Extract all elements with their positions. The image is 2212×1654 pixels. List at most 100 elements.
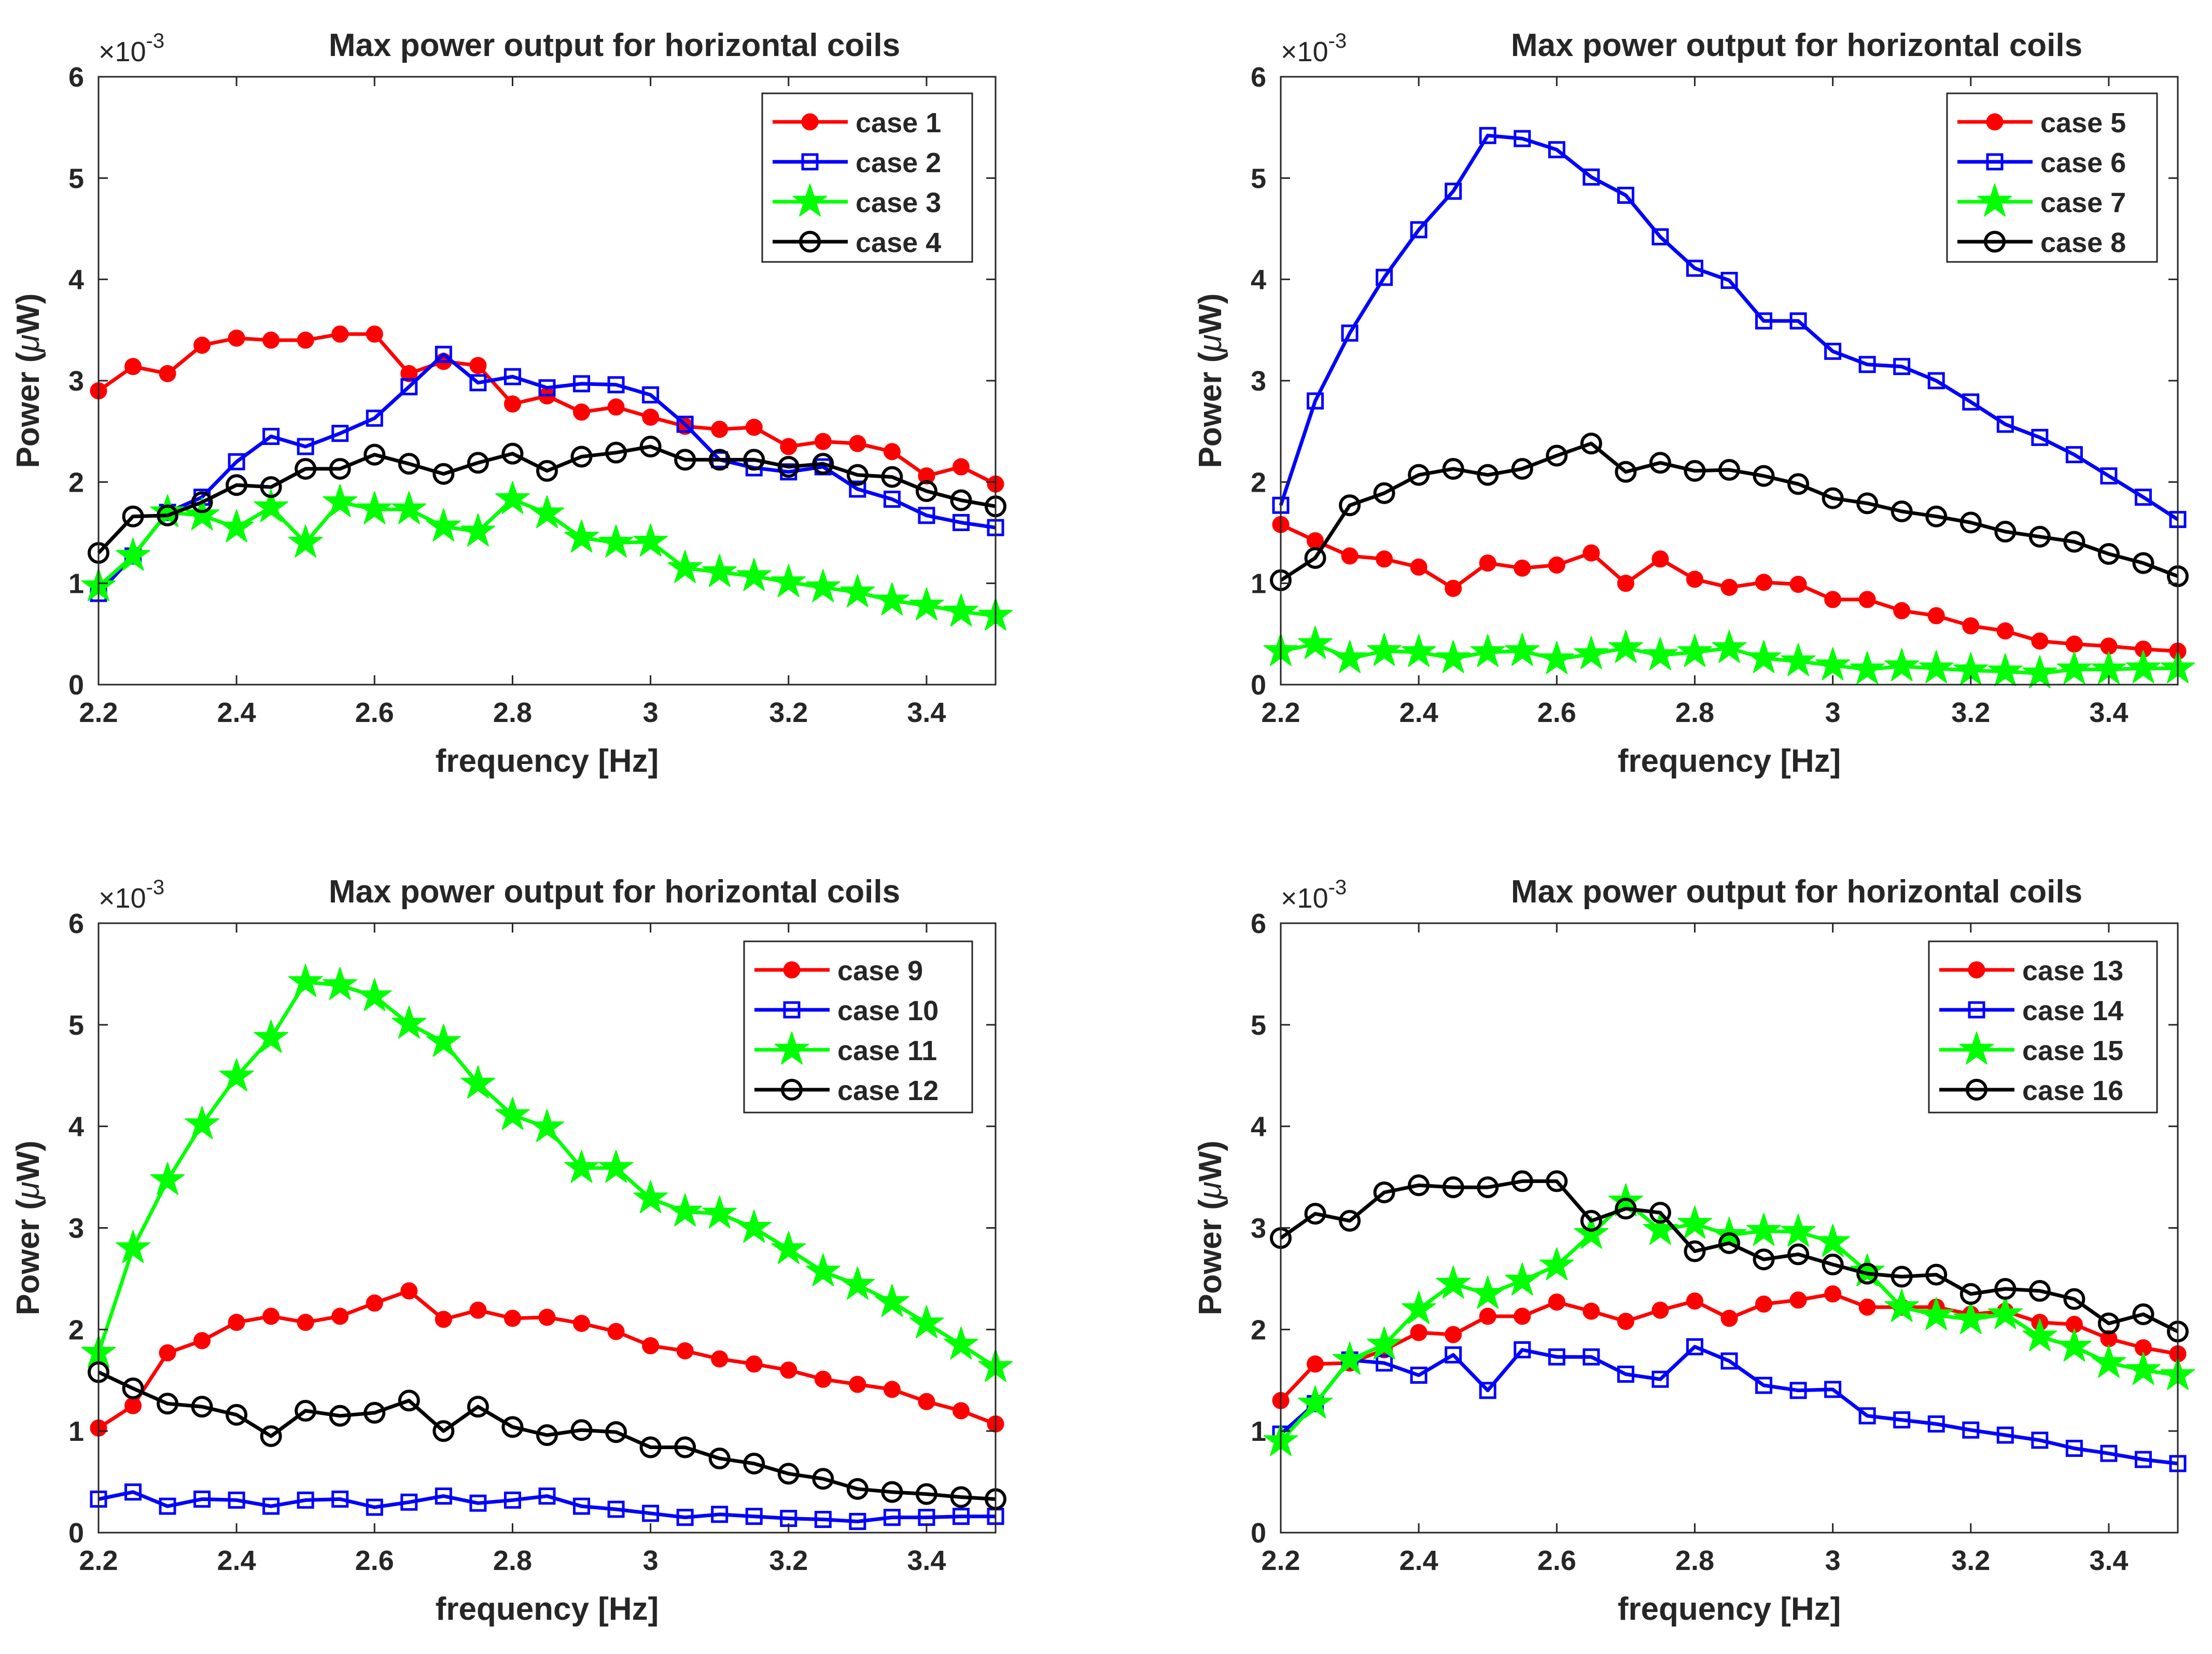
data-point	[1376, 550, 1393, 568]
data-point	[228, 329, 245, 347]
data-point	[875, 582, 909, 616]
data-point	[1822, 487, 1844, 509]
data-point	[573, 1497, 591, 1515]
data-point	[2028, 1280, 2051, 1302]
data-point	[1718, 458, 1740, 481]
data-point	[288, 964, 323, 997]
data-point	[460, 1065, 496, 1099]
legend-marker	[1984, 231, 2006, 253]
data-point	[573, 404, 591, 421]
data-point	[159, 365, 176, 382]
data-point	[1996, 415, 2014, 433]
chart-title: Max power output for horizontal coils	[1511, 27, 2082, 63]
x-tick-label: 2.4	[217, 697, 256, 728]
legend-marker	[781, 1079, 803, 1101]
legend-label: case 4	[856, 227, 941, 258]
data-point	[1470, 634, 1505, 667]
data-point	[185, 497, 219, 531]
data-point	[1539, 641, 1574, 674]
data-point	[331, 1308, 349, 1325]
data-point	[812, 453, 834, 475]
data-point	[944, 1326, 978, 1360]
data-point	[262, 1308, 280, 1325]
data-point	[1824, 591, 1842, 608]
data-point	[909, 1305, 944, 1339]
data-point	[1925, 505, 1948, 527]
data-point	[2091, 1345, 2126, 1378]
data-point	[1925, 1263, 1948, 1286]
y-tick-label: 5	[1251, 1010, 1266, 1041]
data-point	[116, 537, 150, 571]
data-point	[1884, 648, 1919, 682]
data-point	[331, 425, 349, 442]
data-point	[771, 1231, 806, 1264]
data-point	[1891, 1266, 1913, 1288]
data-point	[1988, 653, 2023, 687]
data-point	[1479, 554, 1496, 572]
data-point	[329, 1405, 351, 1427]
data-point	[469, 357, 487, 374]
data-point	[745, 1508, 763, 1525]
data-point	[157, 504, 179, 526]
data-point	[952, 458, 970, 476]
y-tick-label: 6	[1251, 62, 1266, 93]
data-point	[918, 467, 935, 485]
data-point	[2097, 1312, 2120, 1335]
series-case-1	[90, 325, 1004, 493]
data-point	[736, 558, 772, 591]
legend-label: case 5	[2040, 107, 2126, 138]
series-line	[1280, 441, 2179, 582]
y-tick-label: 2	[68, 467, 84, 498]
data-point	[1824, 1381, 1842, 1398]
legend-label: case 3	[856, 187, 941, 218]
data-point	[1850, 651, 1885, 685]
data-point	[228, 1491, 245, 1509]
data-point	[1684, 460, 1706, 482]
data-point	[1548, 141, 1565, 159]
legend-item: case 2	[773, 147, 941, 178]
data-point	[116, 1230, 150, 1263]
legend-label: case 1	[856, 107, 941, 138]
data-point	[2134, 489, 2152, 506]
data-point	[495, 1097, 530, 1130]
data-point	[529, 1109, 565, 1143]
data-point	[157, 1393, 179, 1415]
x-tick-label: 2.6	[1537, 697, 1576, 728]
y-tick-label: 0	[1251, 670, 1266, 701]
data-point	[1858, 356, 1876, 373]
data-point	[952, 1508, 970, 1525]
data-point	[573, 1315, 591, 1332]
data-point	[1994, 521, 2017, 543]
data-point	[1376, 1354, 1393, 1372]
data-point	[883, 1381, 901, 1398]
data-point	[570, 446, 593, 468]
data-point	[1546, 444, 1568, 467]
exponent-power: -3	[1328, 30, 1347, 52]
series-case-11	[81, 964, 1013, 1382]
data-point	[1962, 617, 1980, 635]
data-point	[1539, 1247, 1574, 1281]
data-point	[607, 1500, 625, 1518]
chart-panel-1: 2.2 2.4 2.6 2.8 3 3.2 3.4 0 1 2 3 4 5 6 ×10-3 Max power…	[10, 27, 1013, 779]
series-case-14	[1272, 1338, 2187, 1472]
data-point	[642, 408, 660, 426]
y-label-mu: μ	[10, 1182, 46, 1200]
data-point	[228, 1314, 245, 1331]
data-point	[432, 1420, 455, 1442]
x-axis-label: frequency [Hz]	[1618, 1591, 1841, 1627]
data-point	[1720, 1310, 1738, 1327]
data-point	[708, 1448, 731, 1470]
data-point	[1548, 1293, 1565, 1311]
data-point	[2132, 552, 2154, 574]
data-point	[1686, 571, 1703, 588]
data-point	[2065, 635, 2083, 653]
data-point	[1514, 1308, 1531, 1325]
data-point	[780, 438, 797, 455]
data-point	[1367, 1326, 1402, 1360]
y-tick-label: 4	[1251, 265, 1266, 296]
legend-label: case 10	[837, 995, 939, 1026]
legend-item: case 9	[754, 955, 923, 986]
data-point	[1401, 634, 1436, 667]
data-point	[840, 1267, 875, 1300]
data-point	[915, 480, 937, 502]
